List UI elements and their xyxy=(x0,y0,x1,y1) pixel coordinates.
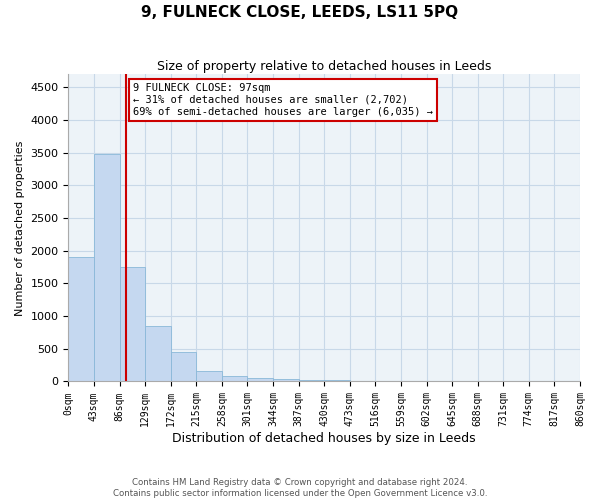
Bar xyxy=(376,381,401,382)
Bar xyxy=(247,378,273,382)
Bar xyxy=(299,380,324,382)
Bar xyxy=(94,154,119,382)
Title: Size of property relative to detached houses in Leeds: Size of property relative to detached ho… xyxy=(157,60,491,73)
Bar xyxy=(119,266,145,382)
Text: Contains HM Land Registry data © Crown copyright and database right 2024.
Contai: Contains HM Land Registry data © Crown c… xyxy=(113,478,487,498)
Y-axis label: Number of detached properties: Number of detached properties xyxy=(15,140,25,316)
Bar xyxy=(222,376,247,382)
Bar xyxy=(145,326,171,382)
Text: 9, FULNECK CLOSE, LEEDS, LS11 5PQ: 9, FULNECK CLOSE, LEEDS, LS11 5PQ xyxy=(142,5,458,20)
Bar xyxy=(196,372,222,382)
Text: 9 FULNECK CLOSE: 97sqm
← 31% of detached houses are smaller (2,702)
69% of semi-: 9 FULNECK CLOSE: 97sqm ← 31% of detached… xyxy=(133,84,433,116)
X-axis label: Distribution of detached houses by size in Leeds: Distribution of detached houses by size … xyxy=(172,432,476,445)
Bar xyxy=(273,379,299,382)
Bar xyxy=(171,352,196,382)
Bar xyxy=(68,257,94,382)
Bar xyxy=(324,380,350,382)
Bar xyxy=(350,381,376,382)
